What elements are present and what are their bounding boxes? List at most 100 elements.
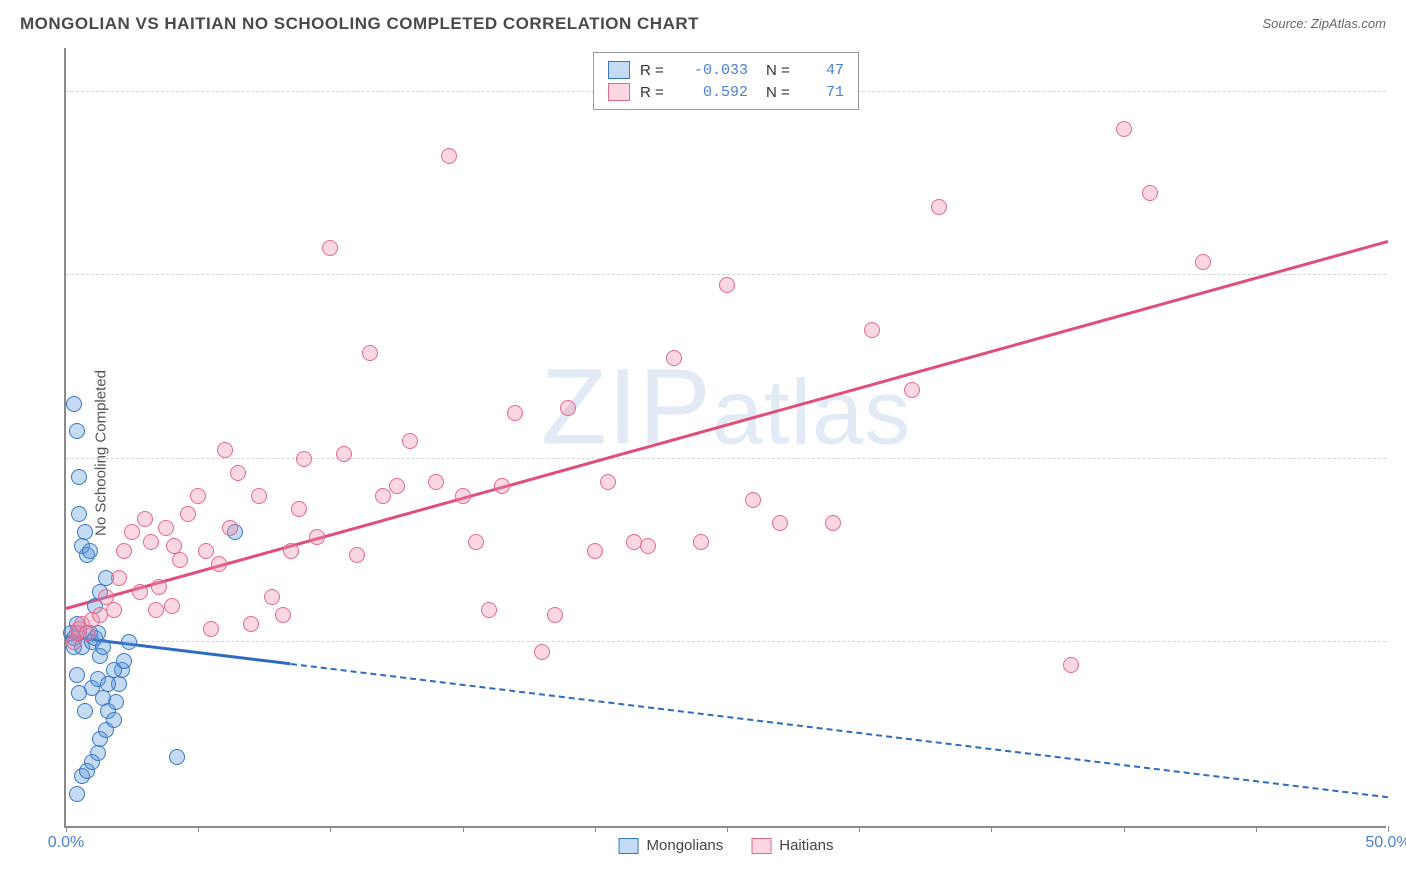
data-point-mongolians [66,396,82,412]
x-tick-mark [198,826,199,832]
data-point-haitians [166,538,182,554]
data-point-mongolians [71,685,87,701]
data-point-mongolians [69,667,85,683]
data-point-haitians [455,488,471,504]
data-point-haitians [296,451,312,467]
data-point-mongolians [169,749,185,765]
x-tick-mark [727,826,728,832]
source-attribution: Source: ZipAtlas.com [1262,16,1386,31]
data-point-haitians [158,520,174,536]
data-point-haitians [1063,657,1079,673]
data-point-haitians [143,534,159,550]
data-point-haitians [132,584,148,600]
data-point-haitians [148,602,164,618]
data-point-haitians [124,524,140,540]
data-point-haitians [468,534,484,550]
legend-n-value: 71 [810,84,844,101]
legend-item: Mongolians [619,837,724,854]
data-point-haitians [309,529,325,545]
data-point-mongolians [90,745,106,761]
x-tick-mark [463,826,464,832]
data-point-mongolians [71,506,87,522]
legend-n-label: N = [766,62,800,79]
legend-n-label: N = [766,84,800,101]
data-point-haitians [600,474,616,490]
gridline [66,641,1386,642]
x-tick-mark [1256,826,1257,832]
data-point-haitians [336,446,352,462]
data-point-mongolians [69,786,85,802]
data-point-haitians [904,382,920,398]
data-point-haitians [389,478,405,494]
data-point-mongolians [100,676,116,692]
data-point-mongolians [95,639,111,655]
data-point-haitians [283,543,299,559]
x-tick-mark [991,826,992,832]
data-point-haitians [640,538,656,554]
x-tick-mark [330,826,331,832]
data-point-haitians [931,199,947,215]
trend-line-extrapolated [291,663,1388,798]
data-point-mongolians [69,423,85,439]
legend-r-label: R = [640,84,674,101]
x-tick-mark [66,826,67,832]
data-point-mongolians [82,543,98,559]
legend-stats-box: R =-0.033N =47R =0.592N =71 [593,52,859,110]
data-point-haitians [745,492,761,508]
data-point-haitians [217,442,233,458]
data-point-haitians [428,474,444,490]
data-point-haitians [190,488,206,504]
chart-title: MONGOLIAN VS HAITIAN NO SCHOOLING COMPLE… [20,14,699,33]
data-point-haitians [322,240,338,256]
legend-r-value: 0.592 [684,84,748,101]
data-point-mongolians [71,469,87,485]
data-point-haitians [507,405,523,421]
data-point-mongolians [95,690,111,706]
x-tick-mark [1388,826,1389,832]
data-point-haitians [402,433,418,449]
data-point-haitians [772,515,788,531]
data-point-haitians [441,148,457,164]
data-point-haitians [251,488,267,504]
data-point-mongolians [77,703,93,719]
data-point-haitians [137,511,153,527]
data-point-haitians [243,616,259,632]
data-point-haitians [111,570,127,586]
data-point-haitians [151,579,167,595]
data-point-haitians [547,607,563,623]
data-point-haitians [666,350,682,366]
data-point-haitians [1142,185,1158,201]
legend-label: Mongolians [647,837,724,854]
data-point-haitians [1195,254,1211,270]
data-point-haitians [587,543,603,559]
x-tick-label: 50.0% [1365,834,1406,852]
legend-swatch [608,83,630,101]
data-point-haitians [719,277,735,293]
legend-series: MongoliansHaitians [619,837,834,854]
data-point-haitians [481,602,497,618]
data-point-haitians [349,547,365,563]
data-point-haitians [203,621,219,637]
data-point-haitians [1116,121,1132,137]
data-point-haitians [198,543,214,559]
gridline [66,274,1386,275]
data-point-haitians [825,515,841,531]
data-point-haitians [116,543,132,559]
legend-r-value: -0.033 [684,62,748,79]
data-point-haitians [164,598,180,614]
x-tick-mark [859,826,860,832]
x-tick-mark [595,826,596,832]
trend-line [66,240,1389,610]
watermark: ZIPatlas [541,343,911,468]
data-point-haitians [291,501,307,517]
legend-stat-row: R = 0.592 N = 71 [608,81,844,103]
x-tick-label: 0.0% [48,834,84,852]
data-point-haitians [534,644,550,660]
data-point-mongolians [106,712,122,728]
data-point-haitians [275,607,291,623]
chart-container: No Schooling Completed ZIPatlas R =-0.03… [20,48,1386,858]
gridline [66,458,1386,459]
data-point-mongolians [116,653,132,669]
legend-swatch [619,838,639,854]
data-point-haitians [362,345,378,361]
